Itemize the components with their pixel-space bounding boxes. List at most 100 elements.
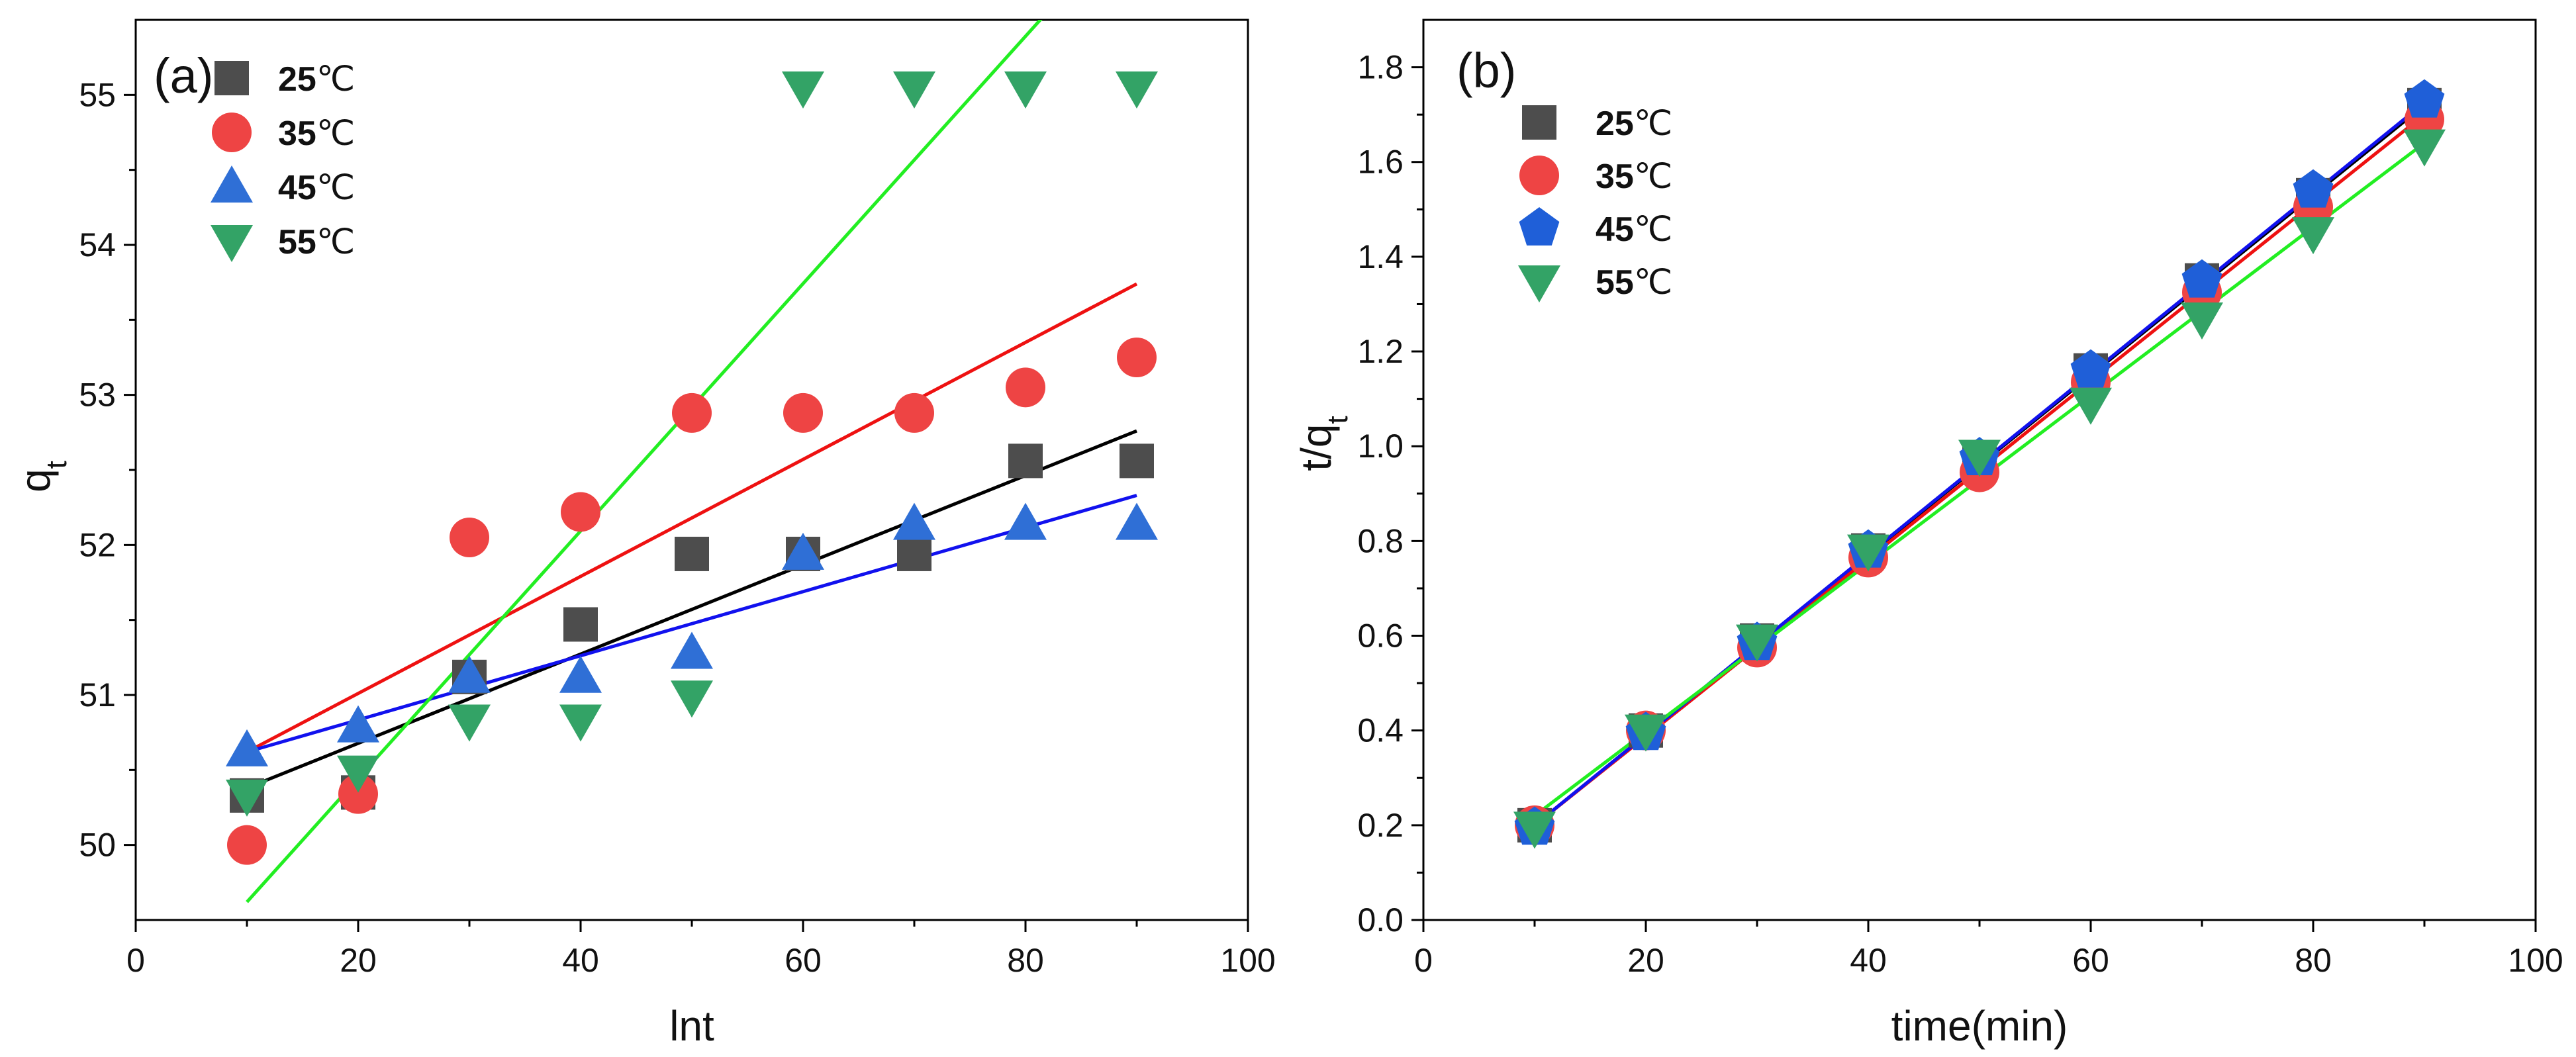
x-axis-title: lnt [669,1002,714,1050]
data-point-35 [450,518,489,557]
y-tick-label: 50 [79,827,116,864]
legend-value: 35 [1596,158,1634,196]
legend-label-35: 35℃ [278,115,355,153]
data-point-45 [559,655,602,693]
data-point-45 [1004,502,1047,540]
data-point-25 [1008,443,1043,479]
data-point-55 [448,704,491,742]
data-point-45 [226,729,268,766]
y-axis-title-subscript: t [40,461,73,469]
fit-line-35 [246,282,1138,754]
legend-marker-25 [1522,105,1556,140]
legend-unit: ℃ [316,115,355,153]
data-point-35 [1006,367,1045,408]
data-point-55 [893,71,935,109]
data-point-25 [1120,443,1154,479]
legend-marker-25 [215,61,249,95]
data-point-55 [782,71,824,109]
legend-unit: ℃ [1634,210,1672,249]
legend-label-35: 35℃ [1596,158,1672,196]
y-tick-label: 54 [79,226,116,263]
data-point-35 [672,392,712,433]
data-point-45 [1116,502,1158,540]
legend-value: 45 [1596,210,1634,249]
data-point-55 [1116,71,1158,109]
y-tick-label: 52 [79,526,116,563]
data-point-45 [448,655,491,693]
x-tick-label: 60 [2072,942,2109,979]
legend-marker-35 [1519,156,1559,195]
x-tick-label: 0 [126,942,145,979]
y-tick-label: 0.2 [1357,807,1404,844]
legend-unit: ℃ [316,60,355,99]
legend-value: 55 [1596,263,1634,302]
x-tick-label: 100 [2508,942,2563,979]
legend-label-45: 45℃ [1596,210,1672,249]
fit-line-55 [246,20,1043,903]
legend-value: 35 [278,115,316,153]
x-tick-label: 100 [1220,942,1275,979]
data-point-45 [782,532,824,570]
legend-marker-45 [211,165,253,203]
y-tick-label: 51 [79,676,116,713]
y-tick-label: 1.0 [1357,428,1404,465]
data-point-35 [1117,338,1157,377]
legend: 25℃35℃45℃55℃ [211,60,355,262]
y-tick-label: 1.6 [1357,144,1404,181]
legend-unit: ℃ [1634,263,1672,302]
x-tick-label: 0 [1414,942,1433,979]
data-point-45 [2404,79,2445,118]
y-tick-label: 0.6 [1357,618,1404,655]
data-point-45 [893,502,935,540]
y-tick-label: 53 [79,377,116,414]
x-tick-label: 40 [1850,942,1887,979]
data-point-45 [2181,259,2222,298]
data-point-35 [338,774,378,814]
y-tick-label: 0.0 [1357,901,1404,939]
data-point-55 [1736,624,1778,662]
data-point-55 [1004,71,1047,109]
data-point-35 [561,492,600,532]
y-tick-label: 1.2 [1357,333,1404,370]
legend-marker-55 [211,225,253,262]
x-tick-label: 80 [2295,942,2332,979]
data-point-55 [1625,714,1667,752]
fit-line-45 [246,494,1137,754]
x-tick-label: 20 [1627,942,1664,979]
x-tick-label: 20 [340,942,377,979]
legend-value: 25 [278,60,316,99]
data-point-45 [2070,349,2111,388]
data-point-25 [675,536,709,571]
data-point-55 [2292,217,2334,255]
data-point-55 [226,779,268,817]
data-point-55 [1847,534,1889,572]
data-point-25 [897,536,931,571]
data-point-55 [1513,811,1556,849]
y-axis-title: qt [11,461,73,492]
data-point-55 [559,704,602,742]
legend-value: 25 [1596,105,1634,143]
x-tick-label: 80 [1007,942,1044,979]
legend-label-25: 25℃ [278,60,355,99]
data-point-55 [2403,129,2446,167]
fit-line-25 [246,429,1137,790]
data-point-45 [671,631,713,669]
y-tick-label: 0.8 [1357,522,1404,559]
legend-marker-55 [1518,265,1560,302]
y-tick-label: 55 [79,76,116,113]
legend-unit: ℃ [1634,105,1672,143]
legend-unit: ℃ [316,169,355,207]
x-axis-title: time(min) [1891,1002,2068,1050]
legend-label-55: 55℃ [278,223,355,261]
legend-label-55: 55℃ [1596,263,1672,302]
plot-area [226,20,1158,903]
data-point-55 [2181,302,2223,340]
data-point-55 [2070,387,2112,425]
legend-unit: ℃ [1634,158,1672,196]
x-tick-label: 40 [562,942,599,979]
y-tick-label: 1.4 [1357,238,1404,275]
data-point-45 [337,705,379,743]
legend: 25℃35℃45℃55℃ [1518,105,1672,302]
y-tick-label: 0.4 [1357,712,1404,749]
data-point-55 [1958,439,2001,477]
